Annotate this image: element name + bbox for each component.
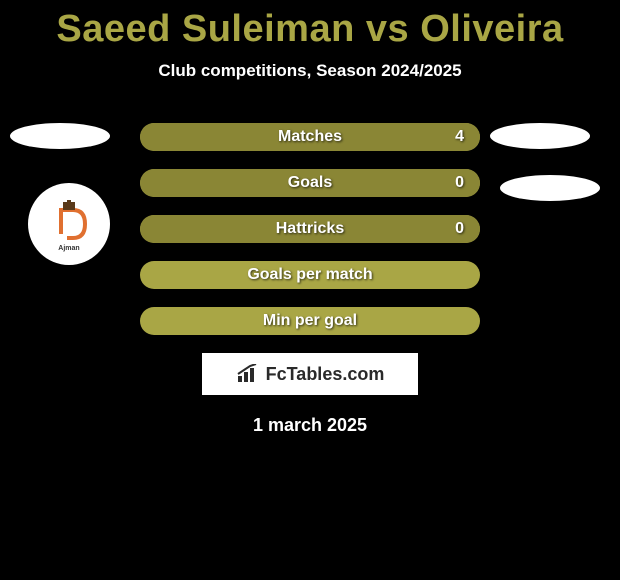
stat-bar: Matches 4 [140,123,480,151]
branding-text: FcTables.com [266,364,385,385]
stat-bar-label: Goals per match [140,261,480,289]
page-title: Saeed Suleiman vs Oliveira [0,0,620,51]
player-oval-right-2 [500,175,600,201]
stat-bar: Hattricks 0 [140,215,480,243]
stat-bar-value: 4 [455,123,464,151]
stat-bar: Goals 0 [140,169,480,197]
stat-bars: Matches 4 Goals 0 Hattricks 0 Goals per … [140,123,480,335]
club-logo: Ajman [28,183,110,265]
comparison-content: Ajman Matches 4 Goals 0 Hattricks 0 Goal… [0,123,620,436]
player-oval-right-1 [490,123,590,149]
branding-badge: FcTables.com [202,353,418,395]
stat-bar-label: Hattricks [140,215,480,243]
stat-bar: Goals per match [140,261,480,289]
stat-bar-value: 0 [455,169,464,197]
chart-icon [236,364,260,384]
stat-bar-label: Goals [140,169,480,197]
date-text: 1 march 2025 [0,415,620,436]
player-oval-left [10,123,110,149]
stat-bar: Min per goal [140,307,480,335]
page-subtitle: Club competitions, Season 2024/2025 [0,61,620,81]
stat-bar-value: 0 [455,215,464,243]
stat-bar-label: Matches [140,123,480,151]
club-badge-icon: Ajman [39,194,99,254]
svg-text:Ajman: Ajman [58,245,79,252]
stat-bar-label: Min per goal [140,307,480,335]
